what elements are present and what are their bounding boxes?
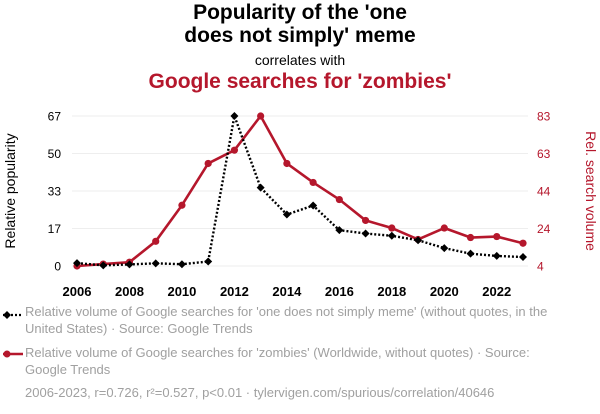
series-line-meme bbox=[76, 111, 524, 267]
x-tick-label: 2022 bbox=[482, 284, 511, 299]
data-point-zombies bbox=[283, 159, 291, 168]
y-tick-right: 63 bbox=[537, 147, 551, 161]
data-point-meme bbox=[177, 260, 186, 269]
y-tick-left: 33 bbox=[48, 185, 62, 199]
data-point-meme bbox=[99, 261, 108, 270]
data-point-zombies bbox=[361, 216, 370, 225]
data-point-meme bbox=[466, 249, 475, 258]
y-tick-right: 24 bbox=[537, 222, 551, 236]
x-tick-label: 2012 bbox=[220, 284, 249, 299]
y-tick-left: 50 bbox=[48, 147, 62, 161]
data-point-zombies bbox=[519, 239, 527, 247]
x-tick-label: 2014 bbox=[272, 284, 302, 299]
data-point-zombies bbox=[335, 195, 343, 204]
data-point-meme bbox=[309, 201, 318, 210]
data-point-zombies bbox=[388, 224, 396, 232]
y-tick-left: 17 bbox=[48, 222, 62, 236]
data-point-meme bbox=[335, 226, 344, 235]
chart-title-2: Google searches for 'zombies' bbox=[148, 70, 452, 93]
data-point-zombies bbox=[178, 201, 186, 209]
data-point-zombies bbox=[466, 233, 475, 242]
data-point-zombies bbox=[257, 112, 265, 120]
y-tick-right: 4 bbox=[537, 260, 544, 274]
x-tick-label: 2016 bbox=[325, 284, 354, 299]
data-point-meme bbox=[387, 231, 396, 240]
data-point-meme bbox=[230, 112, 239, 120]
series-line-zombies bbox=[76, 114, 524, 268]
chart-title-line-2: does not simply' meme bbox=[184, 24, 416, 47]
data-point-meme bbox=[492, 251, 501, 260]
gridlines bbox=[72, 115, 528, 267]
axis-ticks: 0 4 17 24 33 44 50 63 67 83 2006 2008 2010 2012 2014 20… bbox=[48, 110, 551, 300]
data-point-zombies bbox=[230, 146, 239, 154]
chart-title-line-1: Popularity of the 'one bbox=[193, 1, 407, 24]
y-axis-label-left: Relative popularity bbox=[2, 133, 18, 248]
x-tick-label: 2010 bbox=[167, 284, 196, 299]
correlates-with-label: correlates with bbox=[254, 52, 346, 68]
data-point-meme bbox=[361, 229, 370, 238]
data-point-zombies bbox=[493, 232, 501, 241]
data-point-meme bbox=[151, 259, 160, 268]
x-tick-label: 2006 bbox=[63, 284, 92, 299]
x-tick-label: 2020 bbox=[430, 284, 459, 299]
data-point-zombies bbox=[440, 224, 448, 232]
data-point-meme bbox=[440, 244, 449, 253]
legend-label-zombies: Relative volume of Google searches for '… bbox=[25, 345, 530, 377]
data-point-meme bbox=[256, 183, 265, 192]
y-tick-left: 0 bbox=[54, 260, 61, 274]
y-tick-right: 83 bbox=[537, 110, 551, 124]
data-point-zombies bbox=[309, 178, 317, 187]
legend-swatch-meme bbox=[3, 311, 23, 319]
series-group bbox=[73, 111, 527, 270]
legend-label-meme: Relative volume of Google searches for '… bbox=[25, 304, 548, 336]
line-chart: Relative popularity Rel. search volume 0… bbox=[2, 110, 599, 300]
data-point-meme bbox=[73, 259, 81, 268]
y-tick-right: 44 bbox=[537, 185, 551, 199]
footer-stats: 2006-2023, r=0.726, r²=0.527, p<0.01 · t… bbox=[25, 385, 495, 400]
x-tick-label: 2018 bbox=[377, 284, 406, 299]
data-point-meme bbox=[125, 260, 134, 269]
data-point-zombies bbox=[152, 237, 160, 245]
data-point-meme bbox=[519, 253, 527, 262]
data-point-meme bbox=[204, 257, 213, 266]
data-point-zombies bbox=[204, 159, 212, 168]
data-point-meme bbox=[414, 236, 423, 245]
x-tick-label: 2008 bbox=[115, 284, 144, 299]
y-axis-label-right: Rel. search volume bbox=[583, 131, 599, 251]
legend-swatch-zombies bbox=[3, 350, 23, 358]
y-tick-left: 67 bbox=[48, 110, 62, 124]
data-point-meme bbox=[282, 210, 291, 219]
